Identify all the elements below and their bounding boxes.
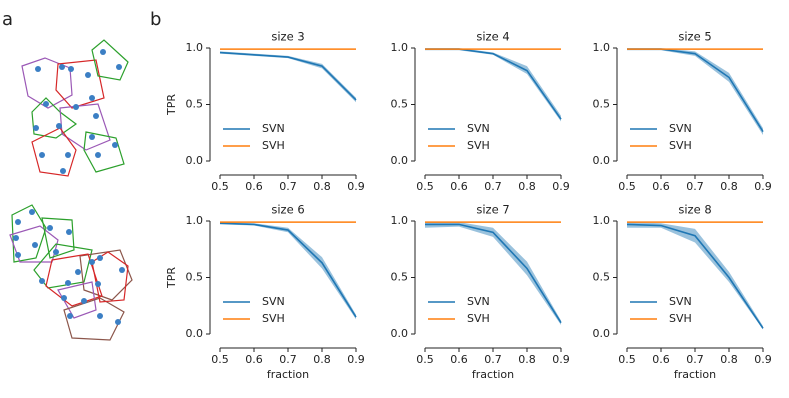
x-tick-label: 0.5 xyxy=(618,353,636,366)
x-tick-label: 0.6 xyxy=(245,180,263,193)
chart-title: size 7 xyxy=(476,203,509,217)
y-tick-label: 1.0 xyxy=(186,214,204,227)
legend-label: SVN xyxy=(262,295,285,308)
x-tick-label: 0.6 xyxy=(245,353,263,366)
x-tick-label: 0.6 xyxy=(450,353,468,366)
x-tick-label: 0.8 xyxy=(313,353,331,366)
y-tick-label: 0.5 xyxy=(593,271,611,284)
y-tick-label: 0.0 xyxy=(391,327,409,340)
legend-label: SVN xyxy=(669,295,692,308)
x-tick-label: 0.7 xyxy=(686,180,704,193)
chart-title: size 8 xyxy=(678,203,711,217)
panel-label: a xyxy=(2,9,13,30)
line xyxy=(425,223,562,324)
confidence-band xyxy=(627,222,763,330)
legend-label: SVH xyxy=(262,139,285,152)
legend-label: SVH xyxy=(467,139,490,152)
x-tick-label: 0.5 xyxy=(618,180,636,193)
y-tick-label: 0.0 xyxy=(186,327,204,340)
line xyxy=(627,48,764,133)
chart-title: size 6 xyxy=(271,203,304,217)
x-tick-label: 0.8 xyxy=(720,353,738,366)
x-tick-label: 0.7 xyxy=(279,353,297,366)
x-tick-label: 0.5 xyxy=(416,353,434,366)
confidence-band xyxy=(425,48,561,122)
legend-label: SVH xyxy=(262,312,285,325)
panel-label: b xyxy=(150,9,161,30)
legend-label: SVH xyxy=(669,139,692,152)
x-tick-label: 0.9 xyxy=(347,180,365,193)
x-tick-label: 0.8 xyxy=(518,180,536,193)
y-tick-label: 0.5 xyxy=(391,98,409,111)
x-tick-label: 0.9 xyxy=(754,353,772,366)
legend-label: SVH xyxy=(669,312,692,325)
x-tick-label: 0.9 xyxy=(347,353,365,366)
legend-label: SVN xyxy=(669,122,692,135)
x-tick-label: 0.7 xyxy=(279,180,297,193)
y-tick-label: 0.5 xyxy=(391,271,409,284)
confidence-band xyxy=(220,222,356,320)
x-tick-label: 0.5 xyxy=(211,180,229,193)
confidence-band xyxy=(425,222,561,325)
confidence-band xyxy=(627,48,763,136)
y-tick-label: 1.0 xyxy=(186,41,204,54)
x-tick-label: 0.5 xyxy=(416,180,434,193)
legend-label: SVN xyxy=(467,295,490,308)
legend-label: SVH xyxy=(467,312,490,325)
chart-title: size 5 xyxy=(678,30,711,44)
x-tick-label: 0.8 xyxy=(720,180,738,193)
line xyxy=(219,51,357,101)
y-tick-label: 0.0 xyxy=(593,154,611,167)
x-tick-label: 0.9 xyxy=(754,180,772,193)
x-tick-label: 0.7 xyxy=(686,353,704,366)
hypergraph-bottom xyxy=(9,204,133,341)
hypergraph-bottom-nodes xyxy=(13,209,125,325)
x-tick-label: 0.9 xyxy=(552,180,570,193)
x-tick-label: 0.6 xyxy=(450,180,468,193)
y-tick-label: 1.0 xyxy=(593,214,611,227)
chart-title: size 3 xyxy=(271,30,304,44)
y-tick-label: 0.0 xyxy=(593,327,611,340)
chart-title: size 4 xyxy=(476,30,509,44)
x-tick-label: 0.6 xyxy=(652,180,670,193)
y-tick-label: 0.0 xyxy=(186,154,204,167)
y-axis-label: TPR xyxy=(165,267,178,289)
x-axis-label: fraction xyxy=(267,368,309,381)
x-tick-label: 0.6 xyxy=(652,353,670,366)
x-tick-label: 0.5 xyxy=(211,353,229,366)
x-tick-label: 0.7 xyxy=(484,353,502,366)
y-tick-label: 0.0 xyxy=(391,154,409,167)
line xyxy=(626,223,764,329)
line xyxy=(425,48,562,120)
legend-label: SVN xyxy=(262,122,285,135)
y-tick-label: 1.0 xyxy=(391,214,409,227)
x-tick-label: 0.8 xyxy=(313,180,331,193)
line xyxy=(219,222,357,318)
y-tick-label: 1.0 xyxy=(391,41,409,54)
x-tick-label: 0.7 xyxy=(484,180,502,193)
x-axis-label: fraction xyxy=(472,368,514,381)
x-axis-label: fraction xyxy=(674,368,716,381)
confidence-band xyxy=(220,51,356,103)
legend-label: SVN xyxy=(467,122,490,135)
x-tick-label: 0.8 xyxy=(518,353,536,366)
y-tick-label: 0.5 xyxy=(186,98,204,111)
y-tick-label: 0.5 xyxy=(593,98,611,111)
hypergraph-top xyxy=(21,39,129,177)
y-axis-label: TPR xyxy=(165,94,178,116)
y-tick-label: 0.5 xyxy=(186,271,204,284)
hypergraph-top-nodes xyxy=(33,49,122,174)
x-tick-label: 0.9 xyxy=(552,353,570,366)
y-tick-label: 1.0 xyxy=(593,41,611,54)
